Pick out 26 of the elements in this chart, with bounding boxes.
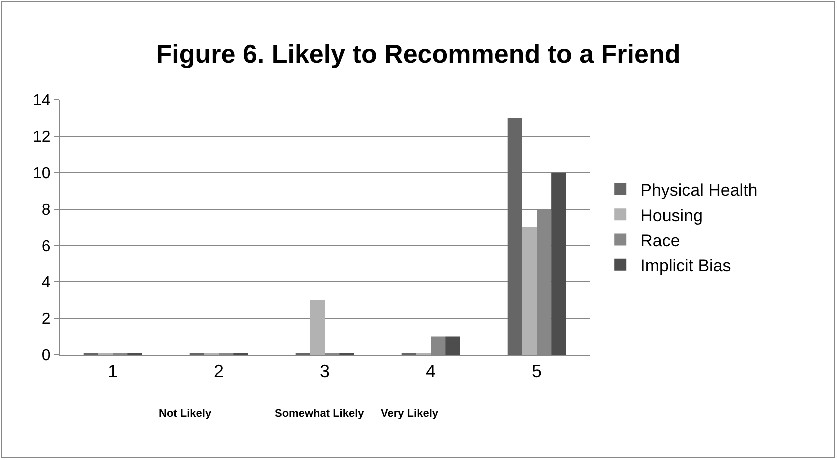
legend-label: Housing: [640, 206, 703, 226]
bar: [552, 172, 566, 355]
bar: [522, 228, 537, 355]
legend-label: Implicit Bias: [640, 256, 732, 276]
y-tick-label: 4: [42, 274, 51, 292]
bar: [446, 336, 460, 355]
x-tick-label: 3: [320, 362, 330, 382]
bar: [310, 300, 325, 355]
y-tick-label: 12: [33, 129, 51, 146]
legend-label: Physical Health: [640, 181, 758, 200]
x-tick-label: 2: [214, 362, 224, 382]
chart-title: Figure 6. Likely to Recommend to a Friend: [156, 39, 681, 70]
legend-label: Race: [640, 231, 680, 250]
y-tick-label: 10: [33, 165, 51, 182]
x-tick-label: 1: [108, 362, 118, 382]
x-tick-label: 5: [532, 362, 542, 382]
x-tick-label: 4: [426, 362, 436, 382]
y-tick-label: 8: [42, 202, 51, 219]
y-tick-label: 14: [33, 92, 51, 110]
text: Not Likely: [159, 408, 212, 420]
y-tick-label: 0: [42, 348, 51, 365]
text: Somewhat Likely: [275, 408, 366, 420]
bar: [508, 118, 522, 355]
text: Very Likely: [381, 408, 440, 420]
y-tick-label: 2: [42, 311, 51, 328]
y-tick-label: 6: [42, 238, 51, 256]
